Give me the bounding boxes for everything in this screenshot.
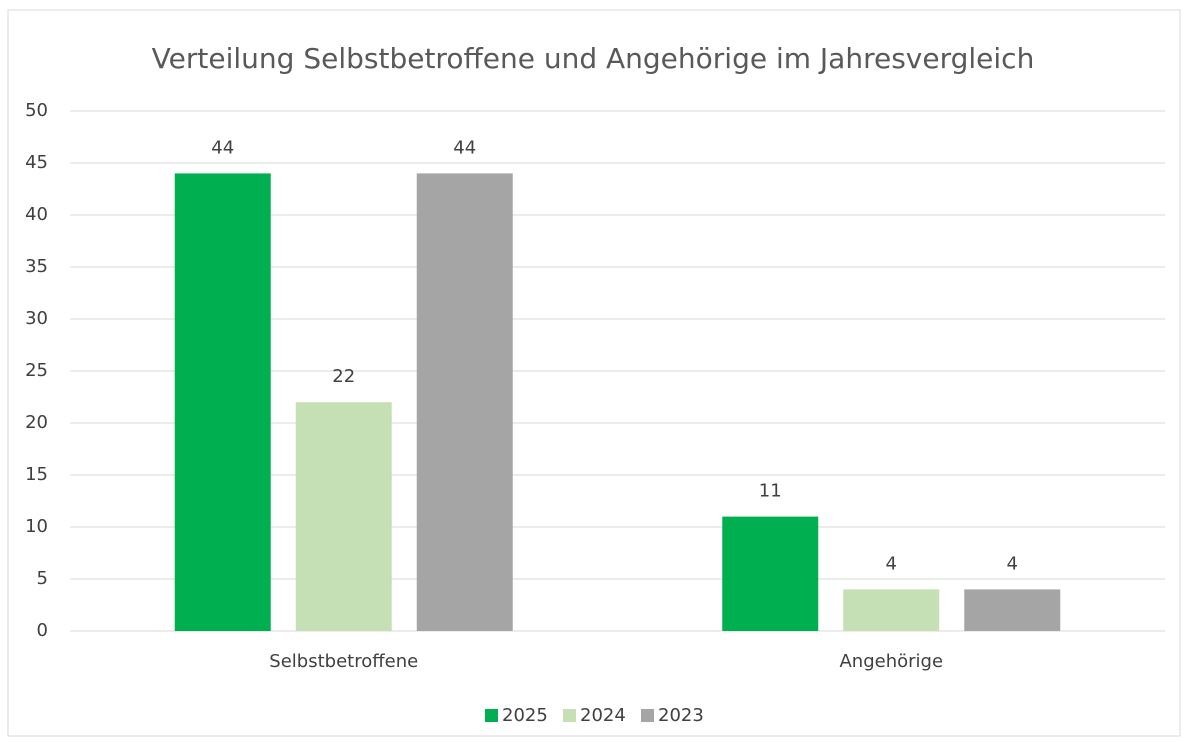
y-tick-label: 15 — [25, 464, 48, 485]
y-tick-label: 25 — [25, 360, 48, 381]
bar — [416, 173, 513, 631]
legend-label: 2024 — [580, 705, 626, 726]
y-tick-label: 35 — [25, 256, 48, 277]
bar — [843, 589, 940, 631]
y-tick-label: 40 — [25, 204, 48, 225]
data-label: 4 — [886, 553, 897, 574]
y-tick-label: 0 — [37, 620, 48, 641]
y-tick-label: 5 — [37, 568, 48, 589]
legend-swatch — [641, 709, 654, 722]
bar — [722, 516, 819, 631]
bar — [295, 402, 392, 631]
y-tick-label: 30 — [25, 308, 48, 329]
chart-title: Verteilung Selbstbetroffene und Angehöri… — [152, 42, 1035, 75]
data-label: 44 — [211, 137, 234, 158]
data-label: 22 — [332, 366, 355, 387]
legend-swatch — [485, 709, 498, 722]
y-tick-label: 45 — [25, 152, 48, 173]
data-label: 4 — [1007, 553, 1018, 574]
x-tick-label: Angehörige — [839, 651, 943, 672]
data-label: 11 — [759, 481, 782, 502]
legend-label: 2023 — [658, 705, 704, 726]
y-tick-label: 10 — [25, 516, 48, 537]
y-tick-label: 50 — [25, 100, 48, 121]
bar — [174, 173, 271, 631]
bar — [964, 589, 1061, 631]
legend-swatch — [563, 709, 576, 722]
x-tick-label: Selbstbetroffene — [269, 651, 418, 672]
legend-label: 2025 — [502, 705, 548, 726]
y-tick-label: 20 — [25, 412, 48, 433]
data-label: 44 — [453, 137, 476, 158]
